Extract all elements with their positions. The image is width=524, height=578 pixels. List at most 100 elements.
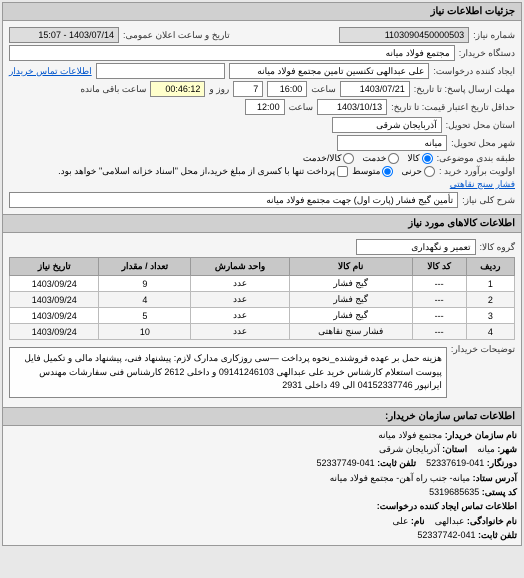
cat-goods-label: کالا [407, 153, 419, 164]
row-delivery-city: شهر محل تحویل: میانه [9, 135, 515, 151]
goods-table: ردیفکد کالانام کالاواحد شمارشتعداد / مقد… [9, 257, 515, 340]
pri-critical-radio[interactable]: حرنی [401, 166, 435, 177]
table-cell: 4 [466, 324, 514, 340]
fax-value: 041-52337619 [426, 458, 484, 468]
delivery-city-label: شهر محل تحویل: [451, 138, 515, 149]
table-cell: --- [412, 308, 466, 324]
pri-medium-radio[interactable]: متوسط [352, 166, 393, 177]
buyer-contact-link[interactable]: اطلاعات تماس خریدار [9, 66, 92, 77]
table-cell: 5 [99, 308, 191, 324]
creator-contact-label: اطلاعات تماس ایجاد کننده درخواست: [377, 501, 517, 511]
table-header: تاریخ نیاز [10, 258, 99, 276]
pri-critical-input[interactable] [424, 166, 435, 177]
table-cell: 1403/09/24 [10, 324, 99, 340]
cat-service-radio[interactable]: خدمت [362, 153, 399, 164]
priority-radio-group: حرنی متوسط [352, 166, 435, 177]
table-row: 1---گیج فشارعدد91403/09/24 [10, 276, 515, 292]
contact-creator-phone-row: تلفن ثابت: 041-52337742 [7, 528, 517, 542]
address-value: میانه- جنب راه آهن- مجتمع فولاد میانه [330, 473, 470, 483]
buyer-desc-box: هزینه حمل بر عهده فروشنده_نحوه پرداخت —س… [9, 347, 447, 398]
table-cell: عدد [191, 324, 289, 340]
contact-loc-row: شهر: میانه استان: آذربایجان شرقی [7, 442, 517, 456]
public-datetime-label: تاریخ و ساعت اعلان عمومی: [123, 30, 230, 41]
row-buyer-desc: توضیحات خریدار: هزینه حمل بر عهده فروشند… [9, 344, 515, 401]
requester-extra-field [96, 63, 226, 79]
family-value: عبدالهی [435, 516, 465, 526]
pri-critical-label: حرنی [401, 166, 422, 177]
table-header: واحد شمارش [191, 258, 289, 276]
table-row: 2---گیج فشارعدد41403/09/24 [10, 292, 515, 308]
contact-body: نام سازمان خریدار: مجتمع فولاد میانه شهر… [3, 426, 521, 545]
row-category: طبقه بندی موضوعی: کالا خدمت کالا/خدمت [9, 153, 515, 164]
day-and-label: روز و [209, 84, 229, 95]
contact-address-row: آدرس ستاد: میانه- جنب راه آهن- مجتمع فول… [7, 471, 517, 485]
pri-medium-input[interactable] [382, 166, 393, 177]
general-desc-label: شرح کلی نیاز: [462, 195, 515, 206]
table-cell: گیج فشار [289, 292, 412, 308]
contact-title: اطلاعات تماس سازمان خریدار: [3, 407, 521, 426]
buyer-label: دستگاه خریدار: [459, 48, 515, 59]
row-request-number: شماره نیاز: 1103090450000503 تاریخ و ساع… [9, 27, 515, 43]
cat-goods-service-radio[interactable]: کالا/خدمت [303, 153, 355, 164]
contact-creator-name-row: نام خانوادگی: عبدالهی نام: علی [7, 514, 517, 528]
table-cell: 1403/09/24 [10, 308, 99, 324]
gauge-link[interactable]: فشار سنج نقاهتی [450, 179, 515, 190]
goods-group-field: تعمیر و نگهداری [356, 239, 476, 255]
table-header: تعداد / مقدار [99, 258, 191, 276]
row-gauge: فشار سنج نقاهتی [9, 179, 515, 190]
table-cell: 1 [466, 276, 514, 292]
table-cell: 2 [466, 292, 514, 308]
table-header: ردیف [466, 258, 514, 276]
deadline-date-field: 1403/07/21 [340, 81, 410, 97]
row-buyer: دستگاه خریدار: مجتمع فولاد میانه [9, 45, 515, 61]
contact-postal-row: کد پستی: 5319685635 [7, 485, 517, 499]
cat-goods-service-input[interactable] [343, 153, 354, 164]
priority-label: اولویت برآورد خرید : [439, 166, 515, 177]
purchase-note-label: پرداخت تنها با کسری از مبلغ خرید،از محل … [58, 166, 335, 177]
validity-label: حداقل تاریخ اعتبار قیمت: تا تاریخ: [391, 102, 515, 113]
cat-goods-radio[interactable]: کالا [407, 153, 432, 164]
table-cell: گیج فشار [289, 308, 412, 324]
cat-service-input[interactable] [388, 153, 399, 164]
panel-body: شماره نیاز: 1103090450000503 تاریخ و ساع… [3, 21, 521, 214]
goods-info-title: اطلاعات کالاهای مورد نیاز [3, 214, 521, 233]
main-panel: جزئیات اطلاعات نیاز شماره نیاز: 11030904… [2, 2, 522, 546]
panel-title: جزئیات اطلاعات نیاز [3, 3, 521, 21]
table-cell: --- [412, 324, 466, 340]
table-cell: عدد [191, 308, 289, 324]
postal-value: 5319685635 [429, 487, 479, 497]
delivery-state-field: آذربایجان شرقی [332, 117, 442, 133]
table-cell: عدد [191, 292, 289, 308]
table-cell: 9 [99, 276, 191, 292]
purchase-note-input[interactable] [337, 166, 348, 177]
table-header: نام کالا [289, 258, 412, 276]
requester-label: ایجاد کننده درخواست: [433, 66, 515, 77]
row-general-desc: شرح کلی نیاز: تأمین گیج فشار (پارت اول) … [9, 192, 515, 208]
goods-group-label: گروه کالا: [480, 242, 515, 253]
buyer-field: مجتمع فولاد میانه [9, 45, 455, 61]
cat-service-label: خدمت [362, 153, 386, 164]
province-value: آذربایجان شرقی [379, 444, 440, 454]
validity-date-field: 1403/10/13 [317, 99, 387, 115]
validity-time-field: 12:00 [245, 99, 285, 115]
contact-creator-title: اطلاعات تماس ایجاد کننده درخواست: [7, 499, 517, 513]
row-validity: حداقل تاریخ اعتبار قیمت: تا تاریخ: 1403/… [9, 99, 515, 115]
table-row: 4---فشار سنج نقاهتیعدد101403/09/24 [10, 324, 515, 340]
buyer-desc-label: توضیحات خریدار: [451, 344, 515, 355]
creator-phone-value: 041-52337742 [417, 530, 475, 540]
name-label: نام: [411, 516, 425, 526]
table-cell: فشار سنج نقاهتی [289, 324, 412, 340]
deadline-time-field: 16:00 [267, 81, 307, 97]
postal-label: کد پستی: [482, 487, 517, 497]
request-number-field: 1103090450000503 [339, 27, 469, 43]
table-cell: 4 [99, 292, 191, 308]
table-cell: 10 [99, 324, 191, 340]
cat-goods-input[interactable] [422, 153, 433, 164]
request-number-label: شماره نیاز: [473, 30, 515, 41]
goods-tbody: 1---گیج فشارعدد91403/09/242---گیج فشارعد… [10, 276, 515, 340]
purchase-note-checkbox[interactable]: پرداخت تنها با کسری از مبلغ خرید،از محل … [58, 166, 348, 177]
table-cell: --- [412, 292, 466, 308]
category-radio-group: کالا خدمت کالا/خدمت [303, 153, 433, 164]
cat-goods-service-label: کالا/خدمت [303, 153, 342, 164]
row-priority: اولویت برآورد خرید : حرنی متوسط پرداخت ت… [9, 166, 515, 177]
